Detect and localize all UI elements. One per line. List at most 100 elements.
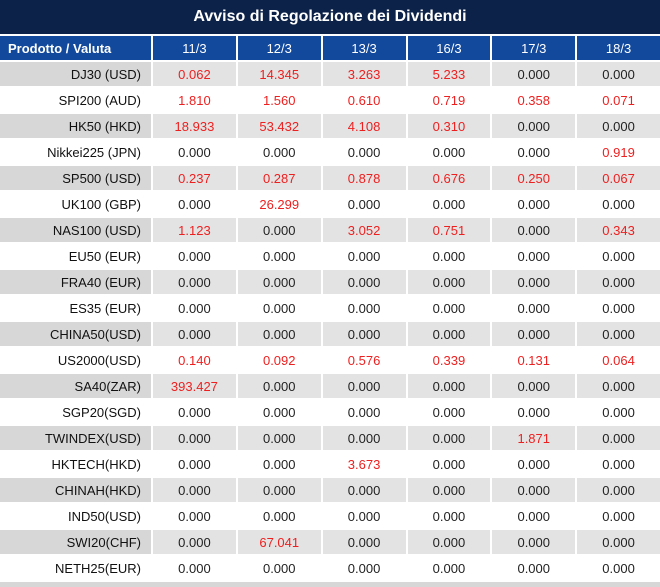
value-cell: 0.000 [322,192,406,216]
value-cell: 0.000 [322,556,406,580]
value-cell: 0.000 [153,504,236,528]
product-label-cell: NAS100 (USD) [0,218,151,242]
value-cell: 5.233 [407,62,491,86]
value-cell: 0.878 [322,166,406,190]
value-cell: 0.000 [492,192,576,216]
value-cell: 0.000 [237,478,321,502]
value-cell: 0.000 [237,556,321,580]
value-cell: 0.310 [407,114,491,138]
column-header-date: 12/3 [237,36,321,60]
value-cell: 0.000 [322,296,406,320]
product-label-cell: UK100 (GBP) [0,192,151,216]
value-cell: 0.064 [577,348,660,372]
value-cell: 0.000 [322,426,406,450]
value-cell: 0.000 [153,140,236,164]
value-cell: 0.000 [153,296,236,320]
value-cell: 0.000 [492,114,576,138]
value-cell: 0.000 [407,374,491,398]
value-cell: 0.000 [492,270,576,294]
product-label-cell: HKTECH(HKD) [0,452,151,476]
product-label-cell: SGP20(SGD) [0,400,151,424]
value-cell: 67.041 [237,530,321,554]
value-cell: 0.000 [237,296,321,320]
product-label-cell: CHINAH(HKD) [0,478,151,502]
value-cell: 0.000 [577,374,660,398]
value-cell: 0.358 [492,88,576,112]
value-cell: 0.237 [153,166,236,190]
value-cell: 0.067 [577,166,660,190]
value-cell: 0.000 [153,244,236,268]
value-cell: 0.000 [577,556,660,580]
value-cell: 0.000 [492,296,576,320]
value-cell: 0.071 [577,88,660,112]
value-cell: 3.263 [322,62,406,86]
value-cell: 0.000 [407,478,491,502]
product-label-cell: IND50(USD) [0,504,151,528]
value-cell: 0.919 [577,140,660,164]
value-cell: 0.000 [492,322,576,346]
value-cell: 0.343 [577,218,660,242]
value-cell: 393.427 [153,374,236,398]
value-cell: 0.000 [237,426,321,450]
value-cell: 0.000 [237,218,321,242]
value-cell: 0.000 [577,296,660,320]
product-label-cell: FRA40 (EUR) [0,270,151,294]
value-cell: 0.000 [407,296,491,320]
value-cell: 0.000 [407,140,491,164]
value-cell: 0.000 [577,530,660,554]
value-cell: 0.000 [407,426,491,450]
product-label-cell: ES35 (EUR) [0,296,151,320]
product-label-cell: DJ30 (USD) [0,62,151,86]
value-cell: 0.000 [407,504,491,528]
value-cell: 0.000 [577,114,660,138]
product-label-cell: SA40(ZAR) [0,374,151,398]
value-cell: 0.000 [577,400,660,424]
value-cell: 0.000 [153,478,236,502]
value-cell: 0.000 [322,478,406,502]
value-cell: 0.000 [492,556,576,580]
value-cell: 18.933 [153,114,236,138]
value-cell: 0.131 [492,348,576,372]
value-cell: 0.000 [492,530,576,554]
value-cell: 0.000 [322,322,406,346]
value-cell: 0.000 [577,270,660,294]
table-bottom-strip [0,582,660,587]
value-cell: 0.000 [322,140,406,164]
value-cell: 0.000 [153,400,236,424]
value-cell: 0.287 [237,166,321,190]
value-cell: 3.052 [322,218,406,242]
value-cell: 1.123 [153,218,236,242]
column-header-date: 17/3 [492,36,576,60]
product-label-cell: NETH25(EUR) [0,556,151,580]
value-cell: 0.576 [322,348,406,372]
value-cell: 0.000 [153,426,236,450]
dividend-table: Prodotto / Valuta 11/3 12/3 13/3 16/3 17/3 18… [0,36,660,580]
product-label-cell: EU50 (EUR) [0,244,151,268]
value-cell: 0.000 [407,530,491,554]
value-cell: 0.339 [407,348,491,372]
value-cell: 0.062 [153,62,236,86]
value-cell: 0.000 [492,400,576,424]
product-label-cell: Nikkei225 (JPN) [0,140,151,164]
value-cell: 0.000 [407,322,491,346]
value-cell: 0.000 [237,452,321,476]
value-cell: 0.000 [577,192,660,216]
product-label-cell: SPI200 (AUD) [0,88,151,112]
value-cell: 0.000 [153,270,236,294]
value-cell: 0.000 [407,556,491,580]
value-cell: 0.000 [577,426,660,450]
value-cell: 0.000 [237,140,321,164]
value-cell: 0.000 [153,556,236,580]
value-cell: 14.345 [237,62,321,86]
column-header-date: 13/3 [322,36,406,60]
value-cell: 0.000 [153,322,236,346]
value-cell: 0.000 [237,400,321,424]
value-cell: 0.000 [577,504,660,528]
value-cell: 3.673 [322,452,406,476]
value-cell: 0.092 [237,348,321,372]
value-cell: 0.000 [237,374,321,398]
value-cell: 0.250 [492,166,576,190]
value-cell: 0.000 [407,400,491,424]
value-cell: 0.000 [492,374,576,398]
